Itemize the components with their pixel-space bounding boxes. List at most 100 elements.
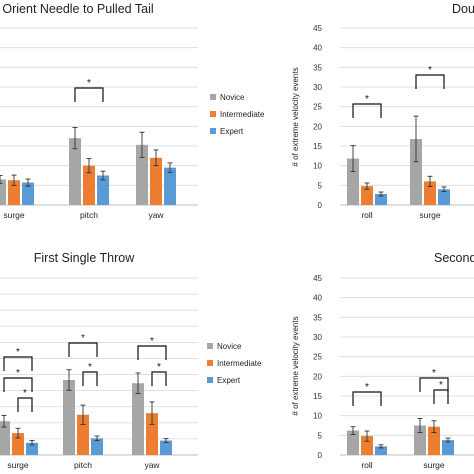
panel-c: surge pitch yaw*******NoviceIntermediateEx… xyxy=(0,277,262,470)
y-tick-label: 25 xyxy=(313,103,322,112)
bar xyxy=(347,430,359,455)
legend-label: Novice xyxy=(220,93,245,102)
significance-bracket xyxy=(68,342,98,357)
bar xyxy=(97,175,109,205)
significance-star: * xyxy=(365,382,369,393)
bar xyxy=(442,440,454,455)
bar xyxy=(361,186,373,205)
bar xyxy=(77,414,89,455)
legend-swatch xyxy=(207,343,213,349)
significance-star: * xyxy=(16,368,20,379)
y-tick-label: 20 xyxy=(313,122,322,131)
legend-label: Novice xyxy=(217,342,242,351)
category-label: roll xyxy=(361,460,372,470)
y-tick-label: 15 xyxy=(313,142,322,151)
y-tick-label: 5 xyxy=(318,431,323,440)
significance-bracket xyxy=(3,356,33,371)
bar xyxy=(438,189,450,205)
y-tick-label: 35 xyxy=(313,63,322,72)
legend-label: Intermediate xyxy=(220,110,265,119)
panel-a: surge pitch yaw * Novice Intermediate Expert xyxy=(0,27,265,220)
bar xyxy=(132,383,144,455)
bar xyxy=(375,446,387,455)
bar xyxy=(428,426,440,455)
category-label: surge xyxy=(7,460,29,470)
bar xyxy=(63,380,75,455)
legend-swatch xyxy=(207,377,213,383)
y-tick-label: 15 xyxy=(313,392,322,401)
bar xyxy=(83,165,95,205)
category-label: surge xyxy=(3,210,25,220)
bar xyxy=(12,433,24,455)
significance-star: * xyxy=(88,362,92,373)
legend-swatch xyxy=(210,128,216,134)
y-tick-label: 10 xyxy=(313,412,322,421)
significance-star: * xyxy=(81,333,85,344)
panel-b-ylabel: # of extreme velocity events xyxy=(291,67,300,166)
y-tick-label: 5 xyxy=(318,181,323,190)
bar xyxy=(424,181,436,205)
bar xyxy=(414,425,426,455)
y-tick-label: 35 xyxy=(313,313,322,322)
y-tick-label: 0 xyxy=(318,201,323,210)
bar xyxy=(91,438,103,455)
bar xyxy=(146,413,158,455)
legend-swatch xyxy=(210,94,216,100)
bar xyxy=(375,193,387,205)
legend-label: Expert xyxy=(217,376,241,385)
significance-bracket xyxy=(419,377,449,392)
category-label: roll xyxy=(361,210,372,220)
panel-d-title: Second xyxy=(434,251,474,265)
panel-b: 0 5 10 15 20 25 30 35 40 45 roll surge * * xyxy=(313,24,474,220)
bar xyxy=(150,157,162,205)
significance-bracket xyxy=(433,389,449,404)
y-tick-label: 20 xyxy=(313,372,322,381)
significance-star: * xyxy=(23,388,27,399)
y-tick-label: 45 xyxy=(313,24,322,33)
category-label: yaw xyxy=(144,460,160,470)
bar xyxy=(136,144,148,205)
bar xyxy=(410,138,422,205)
bar xyxy=(69,138,81,205)
legend-swatch xyxy=(210,111,216,117)
significance-star: * xyxy=(428,65,432,76)
significance-bracket xyxy=(74,87,104,102)
y-tick-label: 45 xyxy=(313,274,322,283)
category-label: surge xyxy=(423,460,445,470)
significance-bracket xyxy=(415,74,445,89)
y-tick-label: 30 xyxy=(313,83,322,92)
bar xyxy=(160,440,172,455)
significance-star: * xyxy=(439,380,443,391)
significance-bracket xyxy=(17,397,33,412)
y-tick-label: 40 xyxy=(313,294,322,303)
bar xyxy=(22,182,34,205)
bar xyxy=(0,179,6,205)
significance-star: * xyxy=(157,362,161,373)
bar xyxy=(164,167,176,205)
bar xyxy=(26,442,38,455)
significance-bracket xyxy=(352,103,382,118)
significance-star: * xyxy=(432,368,436,379)
significance-star: * xyxy=(150,336,154,347)
significance-star: * xyxy=(16,347,20,358)
panel-d-ylabel: # of extreme velocity events xyxy=(291,316,300,415)
significance-star: * xyxy=(365,94,369,105)
bar xyxy=(8,180,20,205)
significance-bracket xyxy=(3,377,33,392)
y-tick-label: 0 xyxy=(318,451,323,460)
y-tick-label: 40 xyxy=(313,44,322,53)
legend-label: Expert xyxy=(220,127,244,136)
significance-star: * xyxy=(87,78,91,89)
category-label: surge xyxy=(419,210,441,220)
legend-label: Intermediate xyxy=(217,359,262,368)
legend-swatch xyxy=(207,360,213,366)
significance-bracket xyxy=(82,371,98,386)
bar xyxy=(0,421,10,455)
y-tick-label: 25 xyxy=(313,353,322,362)
category-label: pitch xyxy=(74,460,92,470)
chart-marks: surge pitch yaw * Novice Intermediate Expert 0 5… xyxy=(0,24,474,470)
panel-a-title: Orient Needle to Pulled Tail xyxy=(2,2,153,16)
significance-bracket xyxy=(352,391,382,406)
